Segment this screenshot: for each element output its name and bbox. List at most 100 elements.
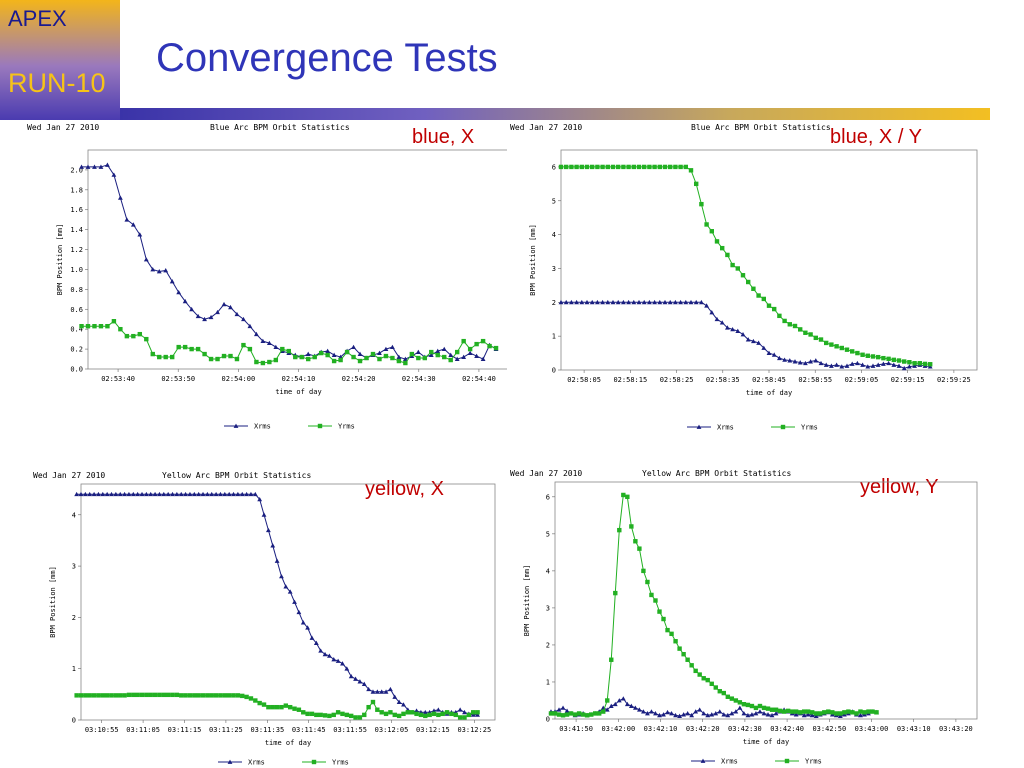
yrms-point [280,346,285,352]
yrms-point [257,700,262,706]
yrms-point [756,293,761,298]
yrms-point [338,357,343,363]
yrms-point [649,592,654,598]
yrms-point [735,266,740,271]
xrms-point [366,686,372,692]
yrms-point [383,711,389,717]
yrms-point [174,692,180,698]
yrms-point [314,712,319,718]
yrms-point [429,349,434,355]
x-tick-label: 02:58:55 [798,376,832,384]
yrms-point [560,713,566,718]
xrms-point [396,699,402,704]
xrms-point [383,689,389,694]
xrms-point [669,711,674,716]
chart-date: Wed Jan 27 2010 [33,471,106,480]
xrms-point [653,711,658,716]
series-line-yrms [81,320,497,364]
xrms-point [208,314,214,320]
yrms-point [693,668,698,674]
yrms-point [631,164,636,170]
x-axis-label: time of day [743,738,789,746]
yrms-point [312,354,317,360]
xrms-point [626,299,631,305]
xrms-point [273,344,279,350]
legend-label: Yrms [332,759,349,767]
y-tick-label: 4 [546,567,550,575]
x-tick-label: 03:43:00 [855,725,889,733]
yrms-point [761,705,767,711]
xrms-point [641,709,646,714]
yrms-point [274,704,280,710]
xrms-point [647,299,652,305]
yrms-point [610,164,616,170]
xrms-point [761,345,767,350]
chart-date: Wed Jan 27 2010 [510,123,583,132]
xrms-point [454,356,460,361]
yrms-point [299,354,304,360]
xrms-point [296,609,302,615]
yrms-point [305,711,310,717]
yrms-point [170,692,175,698]
yrms-point [113,693,119,698]
yrms-point [135,692,140,698]
xrms-point [474,353,480,358]
yrms-point [576,711,582,716]
x-tick-label: 03:11:45 [292,726,326,734]
chart-date: Wed Jan 27 2010 [510,469,583,478]
xrms-point [113,491,119,497]
xrms-point [340,661,345,666]
yrms-point [574,164,579,170]
xrms-point [631,299,637,305]
xrms-point [749,712,755,717]
yrms-point [74,693,79,698]
yrms-point [449,711,454,717]
xrms-point [584,299,590,305]
y-tick-label: 1 [552,333,556,341]
xrms-point [757,709,763,714]
xrms-point [595,299,600,305]
y-tick-label: 1 [72,665,76,673]
yrms-point [822,710,827,715]
xrms-point [174,491,180,497]
xrms-point [797,360,803,365]
y-tick-label: 1.8 [70,186,83,194]
yrms-point [613,590,618,596]
xrms-point [370,689,376,694]
x-tick-label: 03:11:05 [126,726,160,734]
y-tick-label: 6 [546,493,550,501]
xrms-point [202,316,207,322]
y-tick-label: 4 [72,511,76,519]
yrms-point [850,710,855,715]
yrms-point [749,703,755,709]
yrms-point [254,359,259,365]
yrms-point [287,704,293,710]
xrms-point [753,711,759,716]
yrms-point [183,693,188,698]
yrms-point [109,693,114,698]
legend-label: Xrms [717,424,734,432]
y-tick-label: 2 [552,299,556,307]
yrms-point [662,164,668,170]
plot-frame [80,483,496,721]
xrms-point [673,299,678,305]
yrms-point [148,692,153,698]
xrms-point [891,362,897,367]
xrms-point [379,689,385,694]
slide-title: Convergence Tests [156,36,498,80]
yrms-point [548,711,554,716]
xrms-point [92,164,97,169]
xrms-point [721,712,727,717]
xrms-point [685,711,691,716]
xrms-point [803,360,808,366]
xrms-point [649,709,654,714]
xrms-point [688,299,694,305]
yrms-point [850,349,855,354]
xrms-point [117,491,123,497]
xrms-point [693,709,699,714]
yrms-point [137,331,143,337]
x-tick-label: 02:58:15 [613,376,647,384]
xrms-point [620,696,626,701]
yrms-point [792,323,798,329]
xrms-point [844,363,850,368]
